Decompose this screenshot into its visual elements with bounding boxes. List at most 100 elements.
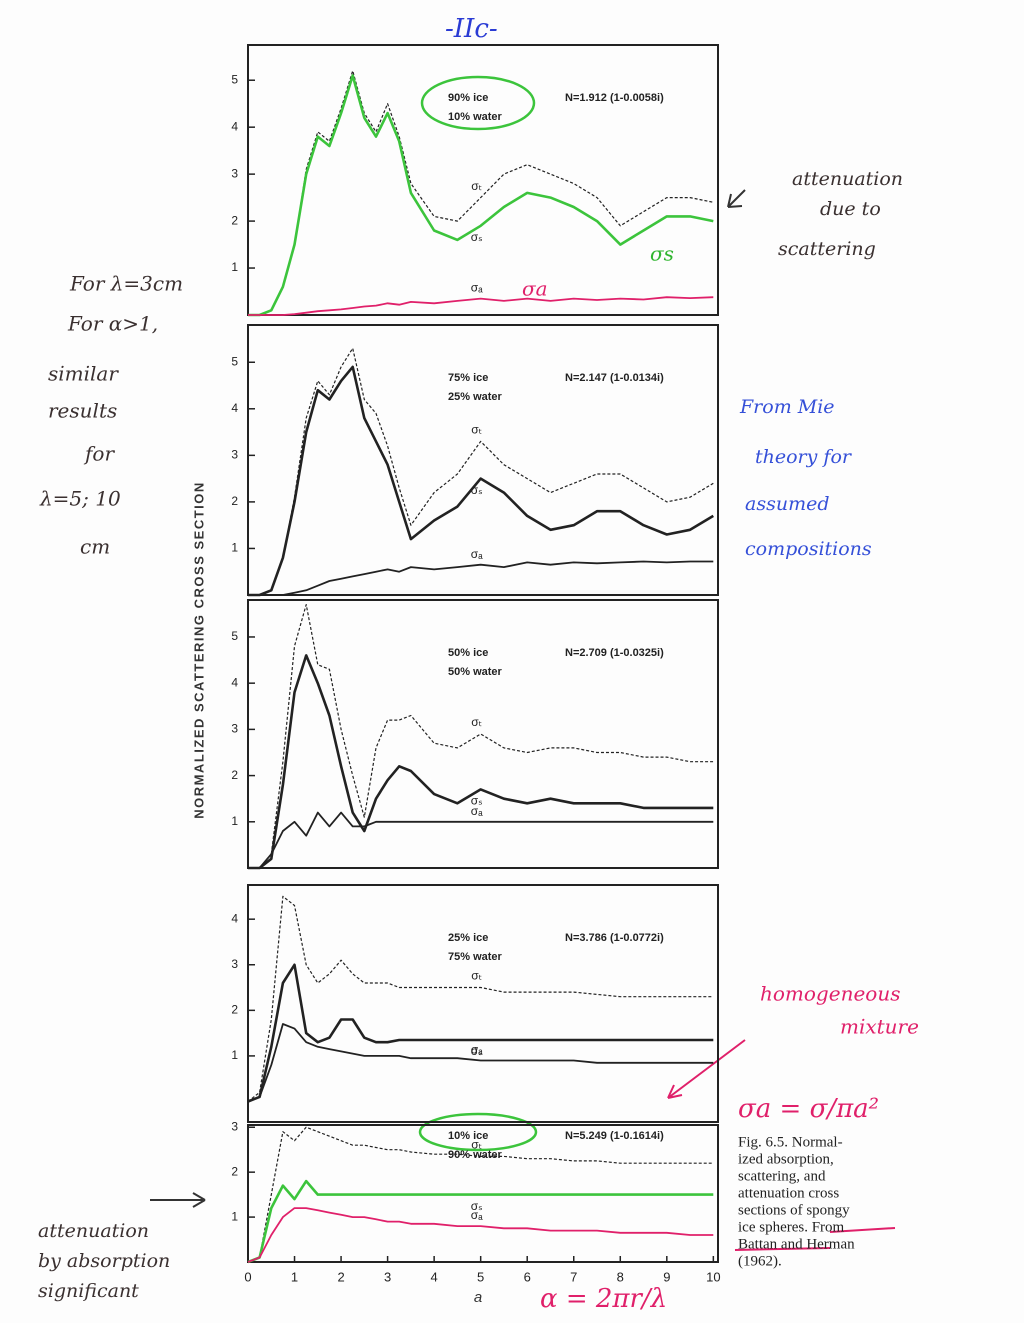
- composition-note: 90% water: [448, 1149, 503, 1161]
- series-line: [248, 811, 714, 869]
- y-axis-label: NORMALIZED SCATTERING CROSS SECTION: [191, 481, 206, 819]
- y-tick-label: 2: [231, 494, 238, 508]
- y-tick-label: 4: [231, 401, 238, 415]
- x-axis-label: a: [474, 1289, 482, 1306]
- handwritten-note: compositions: [745, 538, 872, 560]
- y-tick-label: 1: [231, 1048, 238, 1062]
- caption-line: scattering, and: [738, 1168, 826, 1184]
- composition-note: 25% ice: [448, 932, 488, 944]
- handwritten-note: attenuation: [38, 1220, 149, 1242]
- composition-note: 75% ice: [448, 372, 488, 384]
- x-tick-label: 5: [477, 1269, 484, 1284]
- series-label: σₐ: [471, 804, 483, 818]
- series-label: σₜ: [471, 179, 482, 193]
- highlight-oval: [420, 75, 536, 131]
- y-tick-label: 3: [231, 957, 238, 971]
- x-tick-label: 7: [570, 1269, 577, 1284]
- composition-note: 75% water: [448, 951, 503, 963]
- handwritten-note: λ=5; 10: [39, 487, 121, 511]
- y-tick-label: 2: [231, 1003, 238, 1017]
- caption-line: (1962).: [738, 1253, 782, 1269]
- plot-frame: [247, 599, 719, 869]
- y-tick-label: 3: [231, 448, 238, 462]
- series-label: σₜ: [471, 715, 482, 729]
- y-tick-label: 1: [231, 260, 238, 274]
- plot-frame: [247, 1124, 719, 1263]
- handwritten-note: homogeneous: [760, 982, 900, 1006]
- composition-note: 10% water: [448, 111, 503, 123]
- handwritten-note: assumed: [745, 493, 830, 515]
- handwritten-note: σa: [522, 277, 548, 301]
- y-tick-label: 1: [231, 1209, 238, 1223]
- highlight-oval: [418, 1112, 538, 1152]
- series-label: σₐ: [471, 1208, 483, 1222]
- series-label: σₛ: [471, 1044, 483, 1058]
- plot-frame: [247, 324, 719, 596]
- handwritten-note: -IIc-: [445, 14, 498, 44]
- handwritten-note: similar: [48, 362, 119, 386]
- series-line: [248, 604, 714, 869]
- series-label: σₛ: [471, 1199, 483, 1213]
- y-tick-label: 5: [231, 72, 238, 86]
- series-label: σₐ: [471, 1043, 483, 1057]
- y-tick-label: 2: [231, 768, 238, 782]
- y-tick-label: 3: [231, 722, 238, 736]
- y-tick-label: 3: [231, 166, 238, 180]
- handwritten-note: For α>1,: [67, 312, 158, 336]
- composition-note: 50% ice: [448, 647, 488, 659]
- caption-line: attenuation cross: [738, 1185, 839, 1201]
- y-tick-label: 5: [231, 629, 238, 643]
- series-label: σₐ: [471, 547, 483, 561]
- x-tick-label: 4: [431, 1269, 438, 1284]
- series-label: σₜ: [471, 1138, 482, 1152]
- series-label: σₐ: [471, 281, 483, 295]
- composition-note: 25% water: [448, 391, 503, 403]
- y-tick-label: 4: [231, 911, 238, 925]
- x-tick-label: 2: [337, 1269, 344, 1284]
- handwritten-note: From Mie: [739, 396, 835, 418]
- x-tick-label: 3: [384, 1269, 391, 1284]
- refractive-index: N=1.912 (1-0.0058i): [565, 92, 664, 104]
- composition-note: 10% ice: [448, 1130, 488, 1142]
- series-line: [247, 963, 714, 1103]
- y-tick-label: 4: [231, 675, 238, 689]
- series-line: [247, 1126, 714, 1263]
- arrow: [727, 189, 746, 208]
- series-line: [247, 1207, 714, 1263]
- x-tick-label: 9: [663, 1269, 670, 1284]
- series-label: σₛ: [471, 483, 483, 497]
- handwritten-note: For λ=3cm: [69, 272, 183, 296]
- series-line: [248, 74, 714, 317]
- series-line: [248, 560, 714, 596]
- y-tick-label: 2: [231, 1164, 238, 1178]
- handwritten-note: significant: [38, 1280, 139, 1302]
- handwritten-note: σa = σ/πa²: [738, 1094, 879, 1124]
- x-tick-label: 0: [244, 1269, 251, 1284]
- arrow: [150, 1192, 206, 1208]
- series-line: [248, 654, 714, 870]
- underline: [734, 1227, 896, 1251]
- handwritten-note: due to: [820, 198, 881, 220]
- series-line: [248, 365, 714, 597]
- series-label: σₛ: [471, 230, 483, 244]
- x-tick-label: 10: [706, 1269, 720, 1284]
- handwritten-note: results: [48, 399, 117, 423]
- y-tick-label: 1: [231, 541, 238, 555]
- series-line: [247, 1179, 714, 1264]
- plot-frame: [247, 44, 719, 316]
- handwritten-note: theory for: [755, 446, 853, 468]
- y-tick-label: 5: [231, 354, 238, 368]
- x-tick-label: 1: [291, 1269, 298, 1284]
- refractive-index: N=3.786 (1-0.0772i): [565, 932, 664, 944]
- caption-line: ized absorption,: [738, 1151, 834, 1167]
- refractive-index: N=2.709 (1-0.0325i): [565, 647, 664, 659]
- handwritten-note: σs: [650, 242, 674, 266]
- refractive-index: N=2.147 (1-0.0134i): [565, 372, 664, 384]
- series-label: σₜ: [471, 969, 482, 983]
- handwritten-note: attenuation: [792, 168, 903, 190]
- x-tick-label: 6: [524, 1269, 531, 1284]
- handwritten-note: α = 2πr/λ: [540, 1284, 667, 1314]
- handwritten-note: scattering: [778, 238, 876, 260]
- y-tick-label: 2: [231, 213, 238, 227]
